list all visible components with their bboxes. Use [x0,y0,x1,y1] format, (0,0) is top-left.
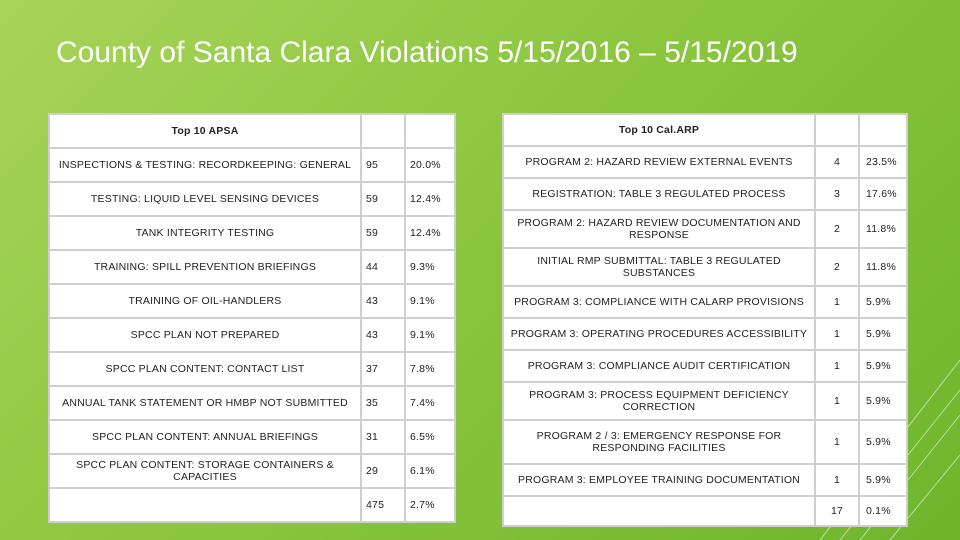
violation-percent: 12.4% [404,181,456,217]
table-row: PROGRAM 3: EMPLOYEE TRAINING DOCUMENTATI… [502,463,908,497]
calarp-header-blank [858,113,908,147]
violation-name: TESTING: LIQUID LEVEL SENSING DEVICES [48,181,362,217]
table-row: TRAINING OF OIL-HANDLERS 43 9.1% [48,283,456,319]
violation-count: 1 [814,419,860,465]
calarp-table: Top 10 Cal.ARP PROGRAM 2: HAZARD REVIEW … [502,113,908,527]
apsa-table-title: Top 10 APSA [48,113,362,149]
violation-percent: 9.3% [404,249,456,285]
violation-percent: 5.9% [858,317,908,351]
table-row: SPCC PLAN CONTENT: CONTACT LIST 37 7.8% [48,351,456,387]
violation-percent: 11.8% [858,209,908,249]
violation-percent: 7.8% [404,351,456,387]
apsa-header-row: Top 10 APSA [48,113,456,149]
total-row: 17 0.1% [502,495,908,527]
table-row: SPCC PLAN CONTENT: ANNUAL BRIEFINGS 31 6… [48,419,456,455]
violation-percent: 6.1% [404,453,456,489]
violation-percent: 5.9% [858,381,908,421]
calarp-header-blank [814,113,860,147]
calarp-table-title: Top 10 Cal.ARP [502,113,816,147]
violation-name: PROGRAM 2: HAZARD REVIEW DOCUMENTATION A… [502,209,816,249]
violation-percent: 9.1% [404,283,456,319]
table-row: TANK INTEGRITY TESTING 59 12.4% [48,215,456,251]
violation-count: 29 [360,453,406,489]
total-label-blank [502,495,816,527]
apsa-table: Top 10 APSA INSPECTIONS & TESTING: RECOR… [48,113,456,523]
table-row: PROGRAM 3: COMPLIANCE WITH CALARP PROVIS… [502,285,908,319]
violation-name: SPCC PLAN CONTENT: CONTACT LIST [48,351,362,387]
violation-count: 1 [814,463,860,497]
violation-percent: 5.9% [858,349,908,383]
violation-count: 59 [360,215,406,251]
violation-name: INITIAL RMP SUBMITTAL: TABLE 3 REGULATED… [502,247,816,287]
violation-name: PROGRAM 3: EMPLOYEE TRAINING DOCUMENTATI… [502,463,816,497]
apsa-header-blank [360,113,406,149]
table-row: PROGRAM 2 / 3: EMERGENCY RESPONSE FOR RE… [502,419,908,465]
violation-percent: 20.0% [404,147,456,183]
violation-name: PROGRAM 3: COMPLIANCE AUDIT CERTIFICATIO… [502,349,816,383]
violation-count: 44 [360,249,406,285]
violation-percent: 5.9% [858,419,908,465]
total-row: 475 2.7% [48,487,456,523]
table-row: SPCC PLAN CONTENT: STORAGE CONTAINERS & … [48,453,456,489]
violation-percent: 11.8% [858,247,908,287]
violation-name: TANK INTEGRITY TESTING [48,215,362,251]
violation-count: 2 [814,247,860,287]
slide-title: County of Santa Clara Violations 5/15/20… [56,36,798,69]
violation-name: PROGRAM 3: PROCESS EQUIPMENT DEFICIENCY … [502,381,816,421]
violation-count: 1 [814,349,860,383]
violation-percent: 17.6% [858,177,908,211]
violation-percent: 9.1% [404,317,456,353]
violation-count: 4 [814,145,860,179]
violation-percent: 7.4% [404,385,456,421]
violation-name: TRAINING OF OIL-HANDLERS [48,283,362,319]
table-row: INSPECTIONS & TESTING: RECORDKEEPING: GE… [48,147,456,183]
table-row: TRAINING: SPILL PREVENTION BRIEFINGS 44 … [48,249,456,285]
violation-name: ANNUAL TANK STATEMENT OR HMBP NOT SUBMIT… [48,385,362,421]
violation-name: SPCC PLAN NOT PREPARED [48,317,362,353]
table-row: INITIAL RMP SUBMITTAL: TABLE 3 REGULATED… [502,247,908,287]
table-row: PROGRAM 3: PROCESS EQUIPMENT DEFICIENCY … [502,381,908,421]
violation-name: PROGRAM 2 / 3: EMERGENCY RESPONSE FOR RE… [502,419,816,465]
table-row: PROGRAM 3: COMPLIANCE AUDIT CERTIFICATIO… [502,349,908,383]
table-row: PROGRAM 3: OPERATING PROCEDURES ACCESSIB… [502,317,908,351]
violation-count: 1 [814,285,860,319]
table-row: PROGRAM 2: HAZARD REVIEW EXTERNAL EVENTS… [502,145,908,179]
violation-name: SPCC PLAN CONTENT: STORAGE CONTAINERS & … [48,453,362,489]
violation-name: INSPECTIONS & TESTING: RECORDKEEPING: GE… [48,147,362,183]
violation-percent: 12.4% [404,215,456,251]
total-count: 475 [360,487,406,523]
violation-count: 37 [360,351,406,387]
violation-name: REGISTRATION: TABLE 3 REGULATED PROCESS [502,177,816,211]
violation-count: 43 [360,317,406,353]
violation-count: 1 [814,317,860,351]
violation-percent: 5.9% [858,285,908,319]
violation-count: 35 [360,385,406,421]
violation-name: PROGRAM 3: COMPLIANCE WITH CALARP PROVIS… [502,285,816,319]
total-label-blank [48,487,362,523]
violation-name: PROGRAM 3: OPERATING PROCEDURES ACCESSIB… [502,317,816,351]
violation-count: 43 [360,283,406,319]
table-row: SPCC PLAN NOT PREPARED 43 9.1% [48,317,456,353]
apsa-header-blank [404,113,456,149]
violation-name: PROGRAM 2: HAZARD REVIEW EXTERNAL EVENTS [502,145,816,179]
violation-percent: 6.5% [404,419,456,455]
violation-name: SPCC PLAN CONTENT: ANNUAL BRIEFINGS [48,419,362,455]
table-row: TESTING: LIQUID LEVEL SENSING DEVICES 59… [48,181,456,217]
total-percent: 0.1% [858,495,908,527]
table-row: REGISTRATION: TABLE 3 REGULATED PROCESS … [502,177,908,211]
violation-name: TRAINING: SPILL PREVENTION BRIEFINGS [48,249,362,285]
violation-count: 2 [814,209,860,249]
violation-percent: 23.5% [858,145,908,179]
violation-count: 1 [814,381,860,421]
violation-count: 59 [360,181,406,217]
total-count: 17 [814,495,860,527]
violation-percent: 5.9% [858,463,908,497]
violation-count: 3 [814,177,860,211]
total-percent: 2.7% [404,487,456,523]
calarp-header-row: Top 10 Cal.ARP [502,113,908,147]
violation-count: 31 [360,419,406,455]
table-row: ANNUAL TANK STATEMENT OR HMBP NOT SUBMIT… [48,385,456,421]
table-row: PROGRAM 2: HAZARD REVIEW DOCUMENTATION A… [502,209,908,249]
violation-count: 95 [360,147,406,183]
